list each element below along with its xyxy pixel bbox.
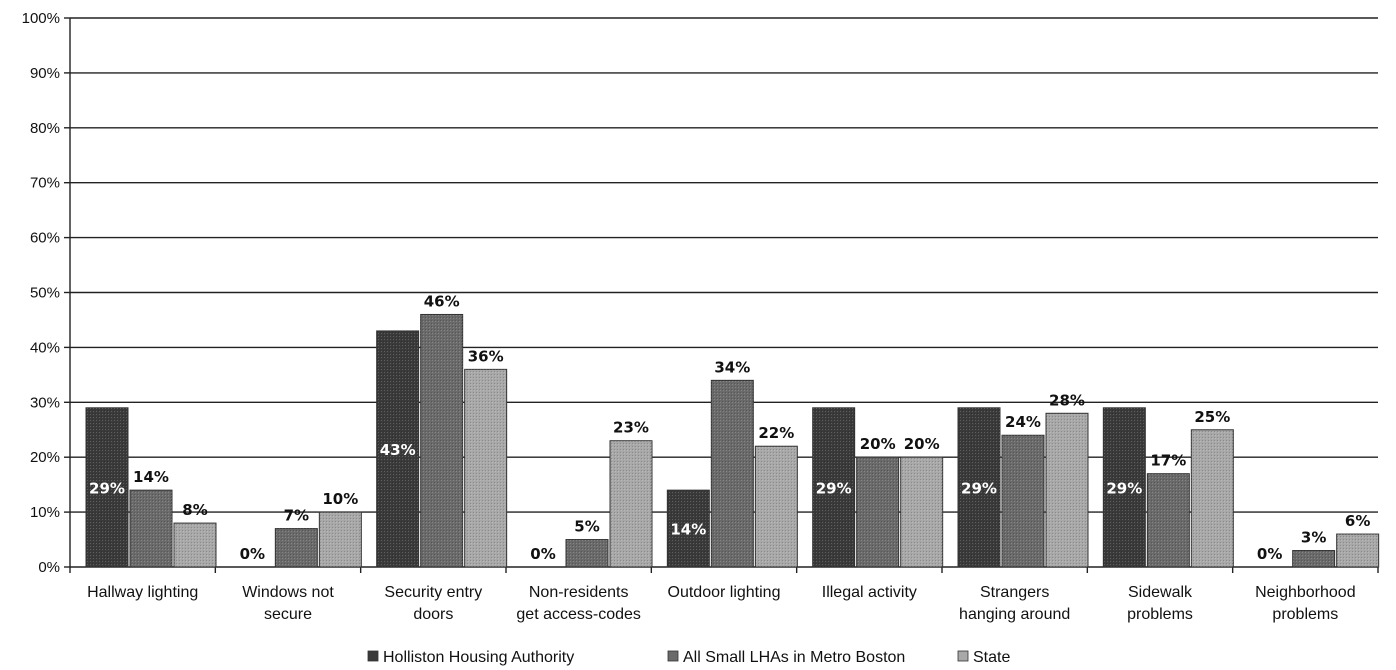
bar-texture (610, 440, 652, 567)
y-tick-label: 30% (30, 394, 60, 411)
data-label: 29% (1106, 479, 1142, 497)
data-label: 22% (758, 424, 794, 442)
data-label: 0% (240, 545, 265, 563)
bar-texture (275, 528, 318, 567)
data-label: 43% (380, 441, 416, 459)
bar-texture (1002, 435, 1044, 567)
bar-texture (812, 407, 855, 567)
data-label: 28% (1049, 391, 1085, 409)
data-label: 17% (1150, 452, 1186, 470)
bar-texture (667, 490, 710, 567)
data-label: 14% (670, 521, 706, 539)
bar-texture (1336, 534, 1379, 567)
x-category-label: Hallway lighting (87, 584, 198, 601)
data-label: 29% (961, 479, 997, 497)
x-category-label: Windows not secure (242, 584, 334, 623)
bar-texture (464, 369, 507, 567)
bar-texture (420, 314, 463, 567)
y-tick-label: 50% (30, 285, 60, 302)
legend-swatch (957, 650, 969, 662)
y-tick-label: 100% (22, 10, 60, 27)
legend-swatch (667, 650, 679, 662)
data-label: 29% (816, 479, 852, 497)
y-axis-tick-labels: 0% 10% 20% 30% 40% 50% 60% 70% 80% 90% 100% (22, 10, 60, 576)
bar-texture (1191, 429, 1234, 567)
y-tick-label: 10% (30, 504, 60, 521)
data-label: 29% (89, 479, 125, 497)
data-label: 3% (1301, 529, 1326, 547)
data-label: 34% (714, 358, 750, 376)
x-category-label: Strangers hanging around (959, 584, 1070, 623)
y-tick-label: 80% (30, 120, 60, 137)
bar-texture (1103, 407, 1146, 567)
bar-texture (1046, 413, 1088, 567)
data-label: 10% (322, 490, 358, 508)
y-tick-label: 60% (30, 230, 60, 247)
bar-texture (566, 539, 608, 567)
x-category-label: Outdoor lighting (668, 584, 781, 601)
data-label: 8% (182, 501, 207, 519)
data-label: 5% (574, 518, 599, 536)
data-label: 0% (530, 545, 555, 563)
y-tick-label: 0% (38, 559, 60, 576)
x-category-label: Non-residents get access-codes (516, 584, 641, 623)
y-tick-label: 40% (30, 339, 60, 356)
legend-label: State (973, 649, 1010, 666)
bar-texture (1147, 473, 1190, 567)
bar-texture (86, 407, 128, 567)
bar-texture (856, 457, 899, 567)
bar-texture (130, 490, 172, 567)
bar-texture (1292, 550, 1335, 567)
x-category-label: Illegal activity (822, 584, 917, 601)
bars (85, 313, 1380, 568)
x-category-label: Security entry doors (384, 584, 482, 623)
data-label: 0% (1257, 545, 1282, 563)
x-axis-category-labels: Hallway lighting Windows not secure Securit… (87, 584, 1356, 623)
legend-label: Holliston Housing Authority (383, 649, 574, 666)
bar-texture (958, 407, 1000, 567)
legend-swatch (367, 650, 379, 662)
data-label: 20% (860, 435, 896, 453)
y-tick-label: 70% (30, 175, 60, 192)
bar-texture (711, 380, 754, 567)
data-label: 6% (1345, 512, 1370, 530)
legend-label: All Small LHAs in Metro Boston (683, 649, 905, 666)
data-label: 36% (468, 347, 504, 365)
bar-texture (376, 330, 419, 567)
data-label: 46% (424, 292, 460, 310)
data-label: 23% (613, 419, 649, 437)
x-category-label: Sidewalk problems (1127, 584, 1193, 623)
y-tick-label: 90% (30, 65, 60, 82)
data-label: 20% (904, 435, 940, 453)
data-label: 25% (1194, 408, 1230, 426)
bar-texture (900, 457, 943, 567)
data-label: 24% (1005, 413, 1041, 431)
data-label: 14% (133, 468, 169, 486)
bar-texture (755, 446, 798, 567)
data-label: 7% (284, 507, 309, 525)
legend: Holliston Housing Authority All Small LHA… (367, 649, 1010, 666)
y-tick-label: 20% (30, 449, 60, 466)
x-category-label: Neighborhood problems (1255, 584, 1356, 623)
bar-texture (319, 512, 362, 567)
bar-texture (174, 523, 216, 567)
data-labels: 29% 14% 8% 0% 7% 10% 43% 46% 36% 0% 5% 23% 14% 34% 22%… (89, 292, 1370, 563)
